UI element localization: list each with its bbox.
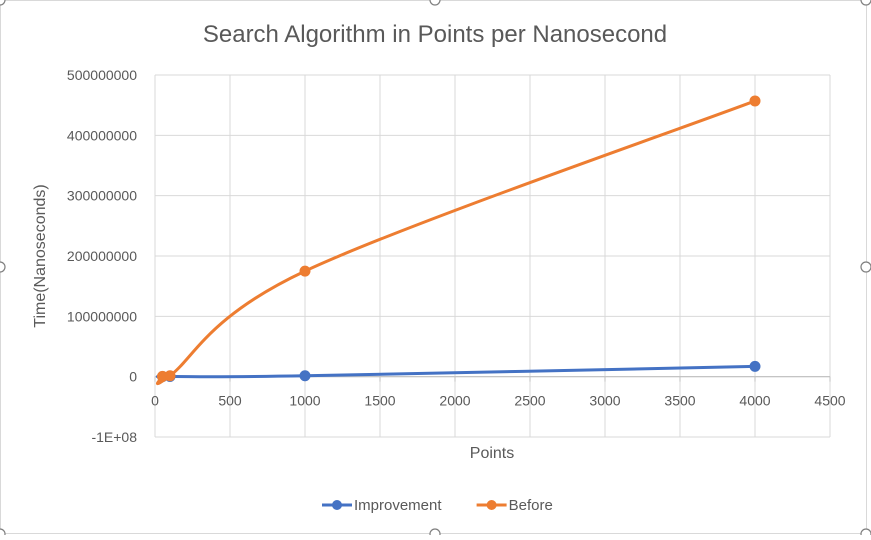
- y-tick-label: 0: [129, 369, 137, 385]
- series-before: [156, 95, 761, 386]
- legend-item-before: Before: [476, 497, 553, 514]
- legend: Improvement Before: [322, 497, 553, 514]
- resize-handle[interactable]: [429, 0, 441, 6]
- y-axis-title: Time(Nanoseconds): [32, 184, 49, 327]
- data-point-before: [164, 370, 176, 382]
- y-tick-label: 300000000: [67, 188, 137, 204]
- y-tick-label: 200000000: [67, 248, 137, 264]
- x-tick-label: 0: [151, 393, 159, 409]
- resize-handle[interactable]: [0, 0, 6, 6]
- series-layer: [156, 95, 761, 386]
- x-tick-label: 3500: [664, 393, 695, 409]
- resize-handle[interactable]: [429, 528, 441, 540]
- data-point-before: [749, 95, 761, 107]
- y-tick-label: 400000000: [67, 127, 137, 143]
- chart-title: Search Algorithm in Points per Nanosecon…: [203, 21, 667, 48]
- resize-handle[interactable]: [860, 261, 871, 273]
- x-tick-labels: 0 500 1000 1500 2000 2500 3000 3500 4000 4500: [151, 393, 846, 409]
- resize-handle[interactable]: [860, 528, 871, 540]
- legend-label: Before: [509, 497, 553, 514]
- x-tick-label: 3000: [589, 393, 620, 409]
- resize-handle[interactable]: [860, 0, 871, 6]
- data-point-before: [299, 265, 311, 277]
- x-tick-label: 2000: [439, 393, 470, 409]
- x-tick-label: 4500: [814, 393, 845, 409]
- x-tick-label: 1000: [289, 393, 320, 409]
- x-axis-title: Points: [470, 445, 514, 462]
- data-point-improvement: [299, 370, 311, 382]
- legend-marker: [332, 500, 342, 510]
- x-tick-label: 1500: [364, 393, 395, 409]
- legend-item-improvement: Improvement: [322, 497, 442, 514]
- legend-label: Improvement: [354, 497, 442, 514]
- y-tick-label: 500000000: [67, 67, 137, 83]
- x-tick-label: 500: [218, 393, 242, 409]
- y-tick-label: -1E+08: [91, 429, 137, 445]
- resize-handle[interactable]: [0, 261, 6, 273]
- x-tick-label: 4000: [739, 393, 770, 409]
- data-point-improvement: [749, 360, 761, 372]
- legend-marker: [486, 500, 497, 510]
- y-tick-label: 100000000: [67, 308, 137, 324]
- y-tick-labels: -1E+08 0 100000000 200000000 300000000 400000…: [67, 67, 137, 445]
- x-tick-label: 2500: [514, 393, 545, 409]
